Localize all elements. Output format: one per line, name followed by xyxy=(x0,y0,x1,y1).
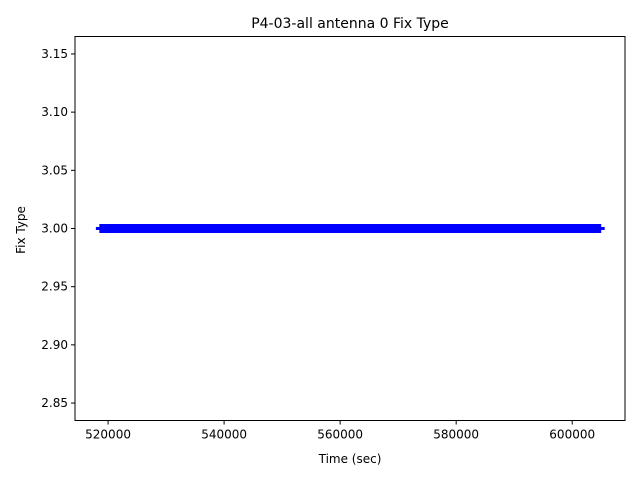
y-tick-label: 3.10 xyxy=(41,105,68,119)
y-tick-label: 3.15 xyxy=(41,47,68,61)
y-tick-label: 3.00 xyxy=(41,222,68,236)
x-tick-label: 560000 xyxy=(317,428,363,442)
x-axis-label: Time (sec) xyxy=(318,452,382,466)
y-tick-label: 2.85 xyxy=(41,396,68,410)
y-tick-label: 2.95 xyxy=(41,280,68,294)
x-tick-label: 580000 xyxy=(433,428,479,442)
x-tick-label: 520000 xyxy=(85,428,131,442)
y-axis-label: Fix Type xyxy=(14,206,28,254)
chart-title: P4-03-all antenna 0 Fix Type xyxy=(251,16,449,32)
y-tick-label: 3.05 xyxy=(41,163,68,177)
x-tick-label: 540000 xyxy=(201,428,247,442)
x-tick-label: 600000 xyxy=(549,428,595,442)
y-tick-label: 2.90 xyxy=(41,338,68,352)
